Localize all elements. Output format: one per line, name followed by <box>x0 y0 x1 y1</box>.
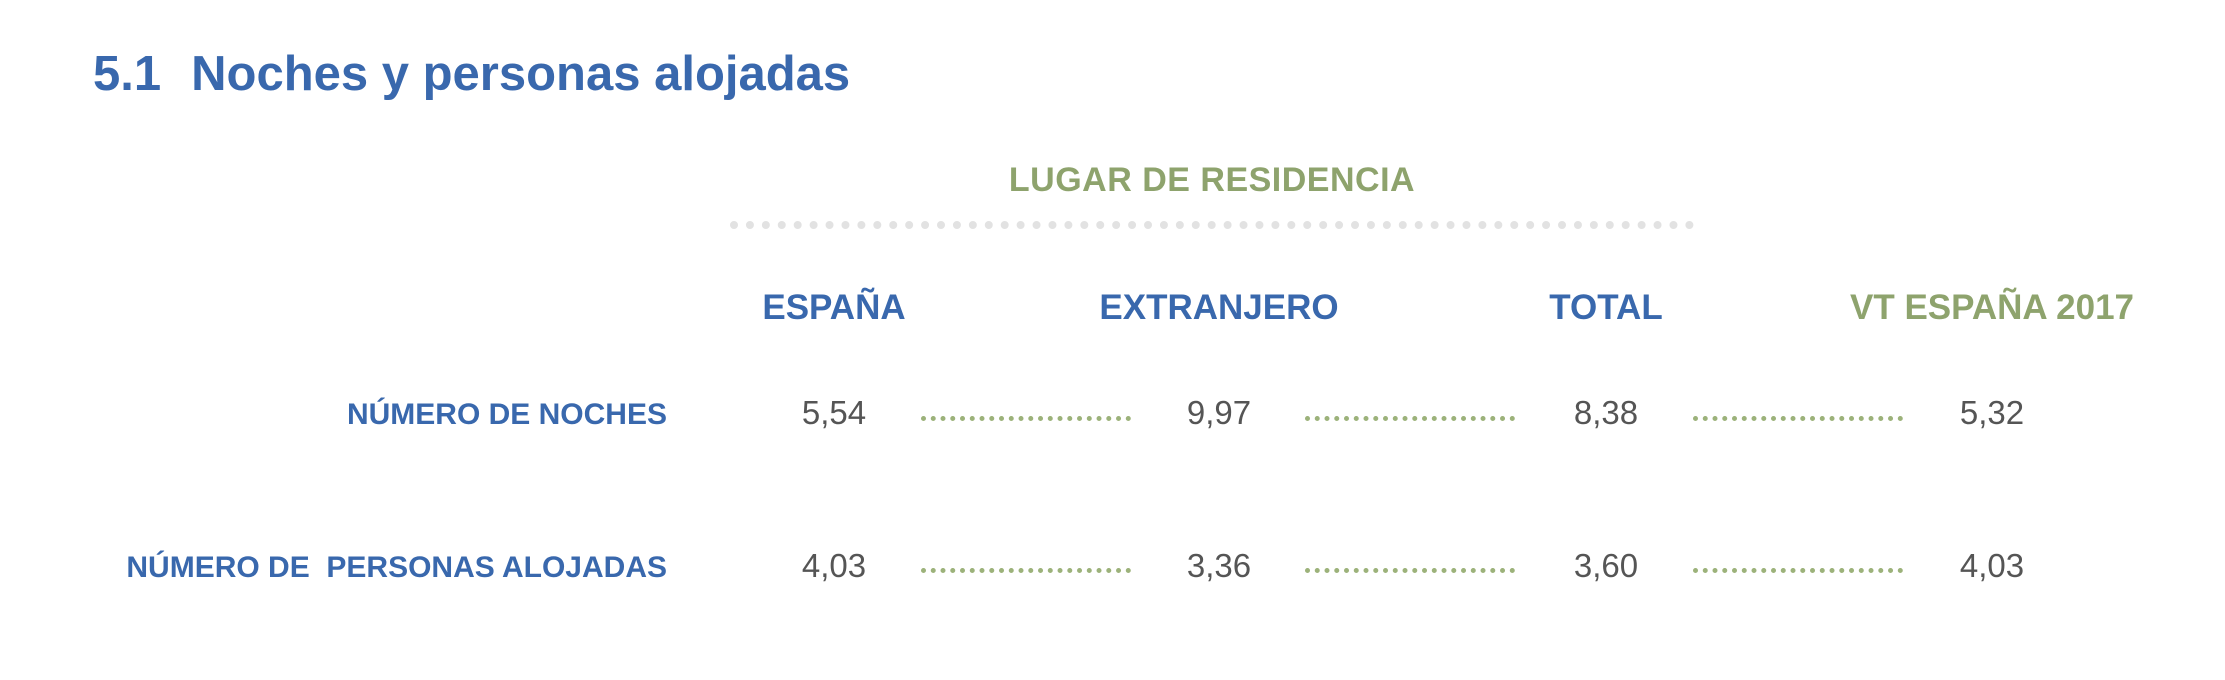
dotted-leader <box>1693 568 1903 573</box>
dotted-leader <box>921 568 1131 573</box>
value-personas-espana: 4,03 <box>801 547 867 584</box>
value-noches-vt-espana: 5,32 <box>1959 394 2025 431</box>
column-header-espana: ESPAÑA <box>762 288 906 327</box>
group-header-divider <box>730 221 1694 229</box>
row-label-personas-alojadas: NÚMERO DE PERSONAS ALOJADAS <box>126 551 667 584</box>
value-noches-espana: 5,54 <box>801 394 867 431</box>
section-heading: Noches y personas alojadas <box>191 47 851 101</box>
value-noches-extranjero: 9,97 <box>1186 394 1252 431</box>
value-personas-vt-espana: 4,03 <box>1959 547 2025 584</box>
column-header-extranjero: EXTRANJERO <box>1099 288 1339 327</box>
value-personas-extranjero: 3,36 <box>1186 547 1252 584</box>
dotted-leader <box>921 416 1131 421</box>
section-number: 5.1 <box>93 47 162 101</box>
value-personas-total: 3,60 <box>1573 547 1639 584</box>
value-noches-total: 8,38 <box>1573 394 1639 431</box>
column-header-vt-espana-2017: VT ESPAÑA 2017 <box>1850 288 2134 327</box>
section-title: 5.1 Noches y personas alojadas <box>93 44 850 104</box>
row-label-noches: NÚMERO DE NOCHES <box>346 398 667 431</box>
dotted-leader <box>1305 568 1515 573</box>
dotted-leader <box>1305 416 1515 421</box>
dotted-leader <box>1693 416 1903 421</box>
column-header-total: TOTAL <box>1549 288 1663 327</box>
group-header-residence: LUGAR DE RESIDENCIA <box>1008 161 1416 199</box>
